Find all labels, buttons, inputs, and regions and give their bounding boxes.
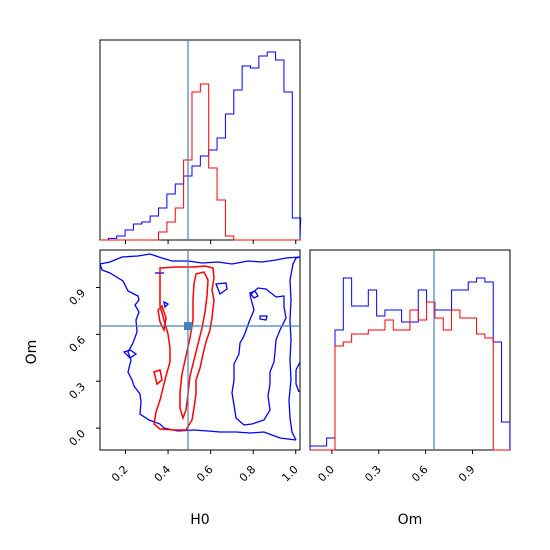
blue-contour-right-edge [288,256,301,441]
om-marginal-panel: 0.0 0.3 0.6 0.9 [309,249,511,485]
hist-step-red [100,83,301,241]
h0-marginal-panel [99,39,302,244]
blue-contours [99,253,301,441]
y-axis-label-om: Om [24,340,40,365]
hist-step-blue [100,51,302,241]
blue-contour-left-inner [122,349,138,359]
hist-step-blue [309,277,511,450]
y-tick-label: 0.6 [67,333,89,355]
x-axis-label-h0: H0 [190,512,209,528]
x-tick-label: 0.8 [237,463,259,485]
red-contour-left-blob [157,304,167,333]
blue-contour-left-edge [99,263,297,441]
hist-step-red [310,301,510,451]
x-tick-label: 0.0 [315,463,337,485]
h0-marginal-histograms [100,51,302,241]
blue-contour-dot [163,300,170,309]
x-tick-label: 0.3 [362,463,384,485]
om-marginal-histograms [309,277,511,451]
red-contour-inner [179,271,209,421]
x-axis-label-om: Om [398,512,423,528]
blue-contour-small-right [248,290,259,299]
h0-marginal-ticks [125,240,297,244]
x-tick-label: 0.6 [194,463,216,485]
red-contours [153,265,215,431]
x-tick-label: 0.2 [109,463,131,485]
x-tick-label: 0.9 [456,463,478,485]
y-tick-label: 0.9 [67,286,89,308]
x-tick-label: 0.4 [152,463,174,485]
truth-marker [184,322,192,330]
red-contour-left-blob2 [153,369,163,386]
red-contour-outer [153,265,215,431]
blue-contour-small [215,282,228,296]
blue-contour-outer [99,253,301,265]
om-marginal-frame [309,249,511,451]
y-tick-label: 0.0 [67,427,89,449]
om-marginal-ticks: 0.0 0.3 0.6 0.9 [315,450,478,485]
x-tick-label: 1.0 [279,463,301,485]
blue-contour-dot-right [259,315,268,321]
y-tick-label: 0.3 [67,380,89,402]
joint-panel: 0.2 0.4 0.6 0.8 1.0 0.0 0.3 0.6 0.9 [67,249,301,485]
blue-contour-right-edge2 [295,361,301,393]
blue-contour-inner-right [231,287,287,426]
h0-marginal-frame [99,39,301,241]
joint-frame [99,249,301,451]
x-tick-label: 0.6 [409,463,431,485]
